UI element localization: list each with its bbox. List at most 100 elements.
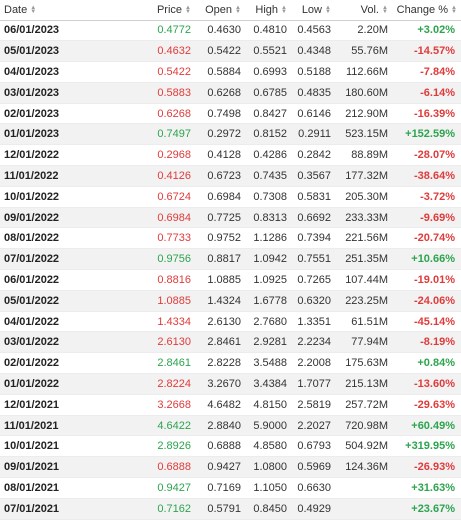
cell-low: 0.2842 xyxy=(291,144,335,167)
cell-high: 2.9281 xyxy=(245,331,291,354)
cell-high: 0.7435 xyxy=(245,165,291,187)
cell-high: 0.4286 xyxy=(245,144,291,167)
cell-change: -45.14% xyxy=(392,311,461,333)
cell-high: 0.4810 xyxy=(245,20,291,42)
cell-open: 0.8817 xyxy=(195,248,245,271)
cell-high: 1.0925 xyxy=(245,269,291,291)
column-header-price-label: Price xyxy=(156,3,182,16)
cell-date: 07/01/2021 xyxy=(0,498,150,520)
cell-date: 06/01/2022 xyxy=(0,269,150,291)
cell-date: 10/01/2021 xyxy=(0,435,150,458)
cell-volume: 107.44M xyxy=(335,269,392,291)
cell-low: 0.5969 xyxy=(291,456,335,479)
cell-price: 0.9756 xyxy=(150,248,195,271)
cell-volume: 177.32M xyxy=(335,165,392,187)
column-header-open[interactable]: Open ▲ ▼ xyxy=(195,0,245,21)
table-header: Date ▲ ▼ Price ▲ ▼ Open ▲ ▼ High ▲ ▼ Low ▲ ▼ Vol. ▲… xyxy=(0,0,461,21)
cell-low: 0.6692 xyxy=(291,207,335,229)
cell-change: -19.01% xyxy=(392,269,461,291)
cell-date: 01/01/2022 xyxy=(0,373,150,395)
cell-high: 0.8313 xyxy=(245,207,291,229)
cell-open: 4.6482 xyxy=(195,394,245,416)
cell-price: 0.4772 xyxy=(150,20,195,42)
cell-high: 5.9000 xyxy=(245,415,291,437)
cell-change: -26.93% xyxy=(392,456,461,479)
cell-open: 0.9752 xyxy=(195,227,245,250)
column-header-low[interactable]: Low ▲ ▼ xyxy=(291,0,335,21)
table-row: 01/01/2023 0.7497 0.2972 0.8152 0.2911 523.15… xyxy=(0,123,461,146)
cell-low: 0.3567 xyxy=(291,165,335,187)
table-row: 06/01/2023 0.4772 0.4630 0.4810 0.4563 2.20M +… xyxy=(0,20,461,42)
table-row: 02/01/2023 0.6268 0.7498 0.8427 0.6146 212.90… xyxy=(0,103,461,125)
table-row: 10/01/2022 0.6724 0.6984 0.7308 0.5831 205.30… xyxy=(0,186,461,208)
cell-change: -29.63% xyxy=(392,394,461,416)
cell-open: 1.4324 xyxy=(195,290,245,312)
cell-open: 3.2670 xyxy=(195,373,245,395)
cell-open: 0.7725 xyxy=(195,207,245,229)
cell-open: 2.8228 xyxy=(195,352,245,375)
column-header-high[interactable]: High ▲ ▼ xyxy=(245,0,291,21)
cell-open: 0.4128 xyxy=(195,144,245,167)
sort-arrows-icon: ▲ ▼ xyxy=(185,4,191,15)
cell-high: 1.1050 xyxy=(245,477,291,499)
cell-date: 02/01/2022 xyxy=(0,352,150,375)
cell-price: 1.4334 xyxy=(150,311,195,333)
column-header-date[interactable]: Date ▲ ▼ xyxy=(0,0,150,21)
table-row: 01/01/2022 2.8224 3.2670 3.4384 1.7077 215.13… xyxy=(0,373,461,395)
column-header-change[interactable]: Change % ▲ ▼ xyxy=(392,0,461,21)
cell-open: 1.0885 xyxy=(195,269,245,291)
table-row: 08/01/2022 0.7733 0.9752 1.1286 0.7394 221.56… xyxy=(0,227,461,250)
cell-high: 0.6993 xyxy=(245,61,291,83)
cell-high: 0.6785 xyxy=(245,82,291,104)
cell-open: 0.6888 xyxy=(195,435,245,458)
cell-date: 11/01/2021 xyxy=(0,415,150,437)
cell-change: -7.84% xyxy=(392,61,461,83)
cell-date: 01/01/2023 xyxy=(0,123,150,146)
cell-volume xyxy=(335,477,392,499)
cell-open: 0.7169 xyxy=(195,477,245,499)
table-row: 11/01/2021 4.6422 2.8840 5.9000 2.2027 720.98… xyxy=(0,415,461,437)
table-row: 03/01/2023 0.5883 0.6268 0.6785 0.4835 180.60… xyxy=(0,82,461,104)
cell-date: 12/01/2022 xyxy=(0,144,150,167)
cell-open: 0.6984 xyxy=(195,186,245,208)
cell-high: 3.5488 xyxy=(245,352,291,375)
cell-price: 0.7162 xyxy=(150,498,195,520)
cell-volume: 55.76M xyxy=(335,40,392,63)
cell-date: 03/01/2022 xyxy=(0,331,150,354)
cell-date: 07/01/2022 xyxy=(0,248,150,271)
cell-date: 08/01/2021 xyxy=(0,477,150,499)
cell-open: 0.6268 xyxy=(195,82,245,104)
table-row: 07/01/2021 0.7162 0.5791 0.8450 0.4929 +23.67… xyxy=(0,498,461,520)
column-header-vol-label: Vol. xyxy=(360,3,379,16)
cell-price: 2.8224 xyxy=(150,373,195,395)
cell-date: 09/01/2021 xyxy=(0,456,150,479)
cell-volume: 720.98M xyxy=(335,415,392,437)
cell-high: 0.5521 xyxy=(245,40,291,63)
column-header-open-label: Open xyxy=(205,3,232,16)
cell-high: 3.4384 xyxy=(245,373,291,395)
column-header-vol[interactable]: Vol. ▲ ▼ xyxy=(335,0,392,21)
table-row: 04/01/2023 0.5422 0.5884 0.6993 0.5188 112.66… xyxy=(0,61,461,83)
cell-high: 4.8150 xyxy=(245,394,291,416)
cell-change: +0.84% xyxy=(392,352,461,375)
cell-price: 0.7733 xyxy=(150,227,195,250)
cell-volume: 61.51M xyxy=(335,311,392,333)
cell-change: +3.02% xyxy=(392,20,461,42)
cell-date: 08/01/2022 xyxy=(0,227,150,250)
cell-change: +152.59% xyxy=(392,123,461,146)
cell-price: 0.6888 xyxy=(150,456,195,479)
cell-date: 02/01/2023 xyxy=(0,103,150,125)
cell-open: 0.5422 xyxy=(195,40,245,63)
cell-volume: 257.72M xyxy=(335,394,392,416)
table-row: 04/01/2022 1.4334 2.6130 2.7680 1.3351 61.51M… xyxy=(0,311,461,333)
cell-low: 0.5831 xyxy=(291,186,335,208)
cell-high: 1.0800 xyxy=(245,456,291,479)
cell-price: 0.7497 xyxy=(150,123,195,146)
column-header-price[interactable]: Price ▲ ▼ xyxy=(150,0,195,21)
table-row: 09/01/2022 0.6984 0.7725 0.8313 0.6692 233.33… xyxy=(0,207,461,229)
cell-date: 12/01/2021 xyxy=(0,394,150,416)
cell-price: 0.4632 xyxy=(150,40,195,63)
cell-low: 0.4929 xyxy=(291,498,335,520)
cell-price: 0.8816 xyxy=(150,269,195,291)
